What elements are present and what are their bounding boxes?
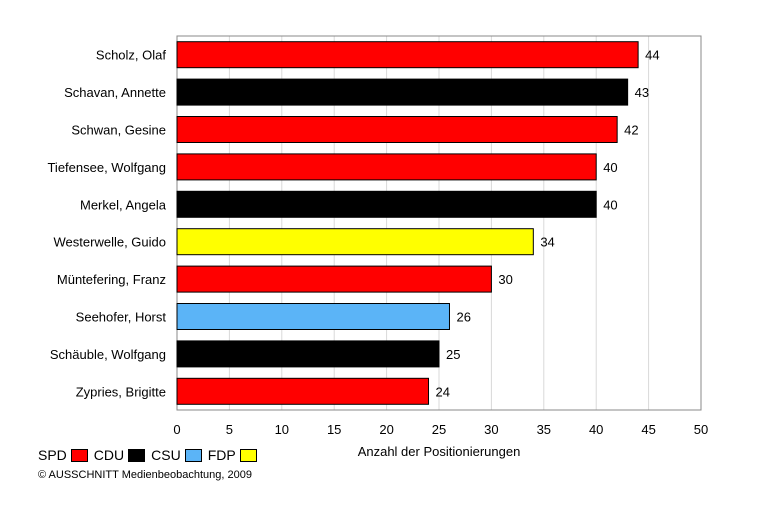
x-tick-label: 5 [226, 422, 233, 437]
legend-swatch [128, 448, 146, 462]
x-tick-label: 25 [432, 422, 446, 437]
bars [176, 41, 639, 405]
x-tick-label: 10 [275, 422, 289, 437]
x-tick-label: 20 [379, 422, 393, 437]
legend-label: SPD [38, 447, 67, 463]
bar [176, 377, 430, 405]
copyright-notice: © AUSSCHNITT Medienbeobachtung, 2009 [38, 469, 252, 481]
data-labels: 44 43 42 40 40 34 30 26 25 24 [436, 48, 660, 400]
bar [176, 340, 440, 368]
bar [176, 153, 597, 181]
category-label: Tiefensee, Wolfgang [47, 160, 166, 175]
bar [176, 78, 629, 106]
data-label: 24 [436, 384, 450, 399]
bar [176, 303, 450, 330]
data-label: 43 [635, 85, 649, 100]
legend-swatch [239, 448, 257, 462]
legend: SPD CDU CSU FDP [38, 447, 263, 463]
data-label: 26 [456, 310, 470, 325]
data-label: 42 [624, 123, 638, 138]
category-labels: Scholz, Olaf Schavan, Annette Schwan, Gesi… [47, 48, 166, 400]
legend-item: FDP [208, 447, 257, 463]
data-label: 34 [540, 235, 554, 250]
data-label: 30 [498, 272, 512, 287]
category-label: Schavan, Annette [64, 85, 166, 100]
x-tick-label: 50 [694, 422, 708, 437]
x-tick-label: 40 [589, 422, 603, 437]
data-label: 44 [645, 48, 659, 63]
category-label: Schwan, Gesine [71, 123, 166, 138]
x-axis-title: Anzahl der Positionierungen [358, 444, 521, 459]
bar [176, 228, 534, 256]
legend-swatch [70, 448, 88, 462]
bar [176, 41, 639, 69]
legend-label: CSU [151, 447, 181, 463]
x-tick-labels: 0 5 10 15 20 25 30 35 40 45 50 [173, 422, 708, 437]
data-label: 40 [603, 197, 617, 212]
category-label: Zypries, Brigitte [76, 384, 166, 399]
data-label: 25 [446, 347, 460, 362]
data-label: 40 [603, 160, 617, 175]
x-tick-label: 15 [327, 422, 341, 437]
plot-area [176, 35, 702, 411]
category-label: Schäuble, Wolfgang [50, 347, 166, 362]
category-label: Scholz, Olaf [96, 48, 166, 63]
bar [176, 265, 492, 293]
category-label: Westerwelle, Guido [54, 235, 166, 250]
category-label: Merkel, Angela [80, 197, 167, 212]
category-label: Müntefering, Franz [57, 272, 166, 287]
legend-label: FDP [207, 447, 236, 463]
x-tick-label: 35 [537, 422, 551, 437]
category-label: Seehofer, Horst [76, 310, 167, 325]
x-tick-label: 0 [173, 422, 180, 437]
legend-swatch [184, 448, 202, 462]
legend-item: CDU [93, 447, 146, 463]
legend-label: CDU [93, 447, 125, 463]
bar [176, 190, 597, 218]
x-tick-label: 45 [641, 422, 655, 437]
legend-item: CSU [151, 447, 202, 463]
legend-item: SPD [38, 447, 88, 463]
x-tick-label: 30 [484, 422, 498, 437]
bar [176, 116, 618, 143]
